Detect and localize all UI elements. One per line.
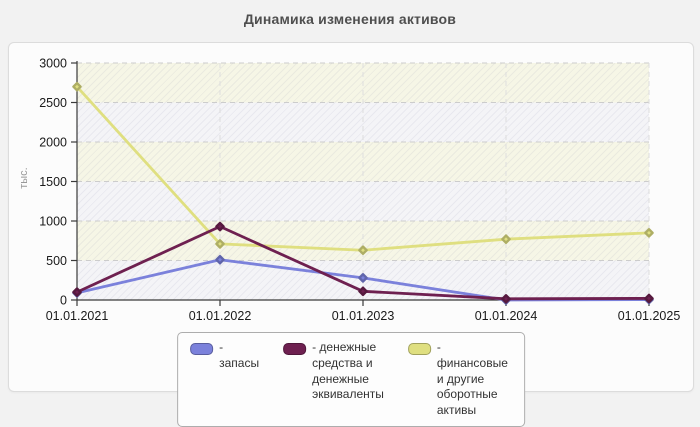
y-tick-label: 0 [60,294,67,308]
legend-label: - запасы [219,340,260,370]
data-point-series-1 [358,286,368,297]
y-tick-label: 3000 [39,57,67,71]
x-tick-label: 01.01.2025 [618,309,681,323]
y-tick-label: 500 [46,254,67,268]
legend-item-denezhnye-sredstva: - денежные средства и денежные эквивален… [283,340,384,403]
data-point-series-0 [358,273,368,283]
legend-swatch-zapasy [190,343,214,355]
legend-item-zapasy: - запасы [190,340,259,372]
data-point-series-2 [501,234,511,244]
data-point-series-0 [215,254,225,265]
legend-item-finansovye-aktivy: - финансовые и другие оборотные активы [407,340,508,419]
x-tick-label: 01.01.2023 [332,309,395,323]
data-point-series-2 [215,239,225,249]
line-chart: 0 500 1000 1500 2000 2500 3000 01.01.2021 01.01.… [39,57,681,324]
data-point-series-1 [644,293,654,304]
page: { "page": { "title": "Динамика изменения… [8,11,694,427]
y-tick-label: 1500 [39,175,67,189]
legend-label: - финансовые и другие оборотные активы [436,340,508,418]
page-title: Динамика изменения активов [243,11,457,27]
data-point-series-1 [215,221,225,232]
legend-swatch-denezhnye-sredstva [283,343,307,355]
chart-card: 0 500 1000 1500 2000 2500 3000 01.01.2021 01.01.… [8,42,694,427]
legend: - запасы - денежные средства и денежные … [177,332,525,427]
y-tick-label: 2000 [39,136,67,150]
y-tick-label: 2500 [39,96,67,110]
x-tick-label: 01.01.2024 [475,309,538,323]
x-tick-label: 01.01.2022 [189,309,252,323]
x-tick-label: 01.01.2021 [46,309,109,323]
y-axis-title: тыс. [18,167,30,189]
y-tick-label: 1000 [39,215,67,229]
data-point-series-2 [644,228,654,238]
legend-label: - денежные средства и денежные эквивален… [312,340,384,402]
data-point-series-2 [358,245,368,256]
data-point-series-2 [72,81,82,92]
legend-swatch-finansovye-aktivy [407,343,431,355]
data-point-series-1 [501,294,511,304]
data-point-series-1 [72,287,82,297]
